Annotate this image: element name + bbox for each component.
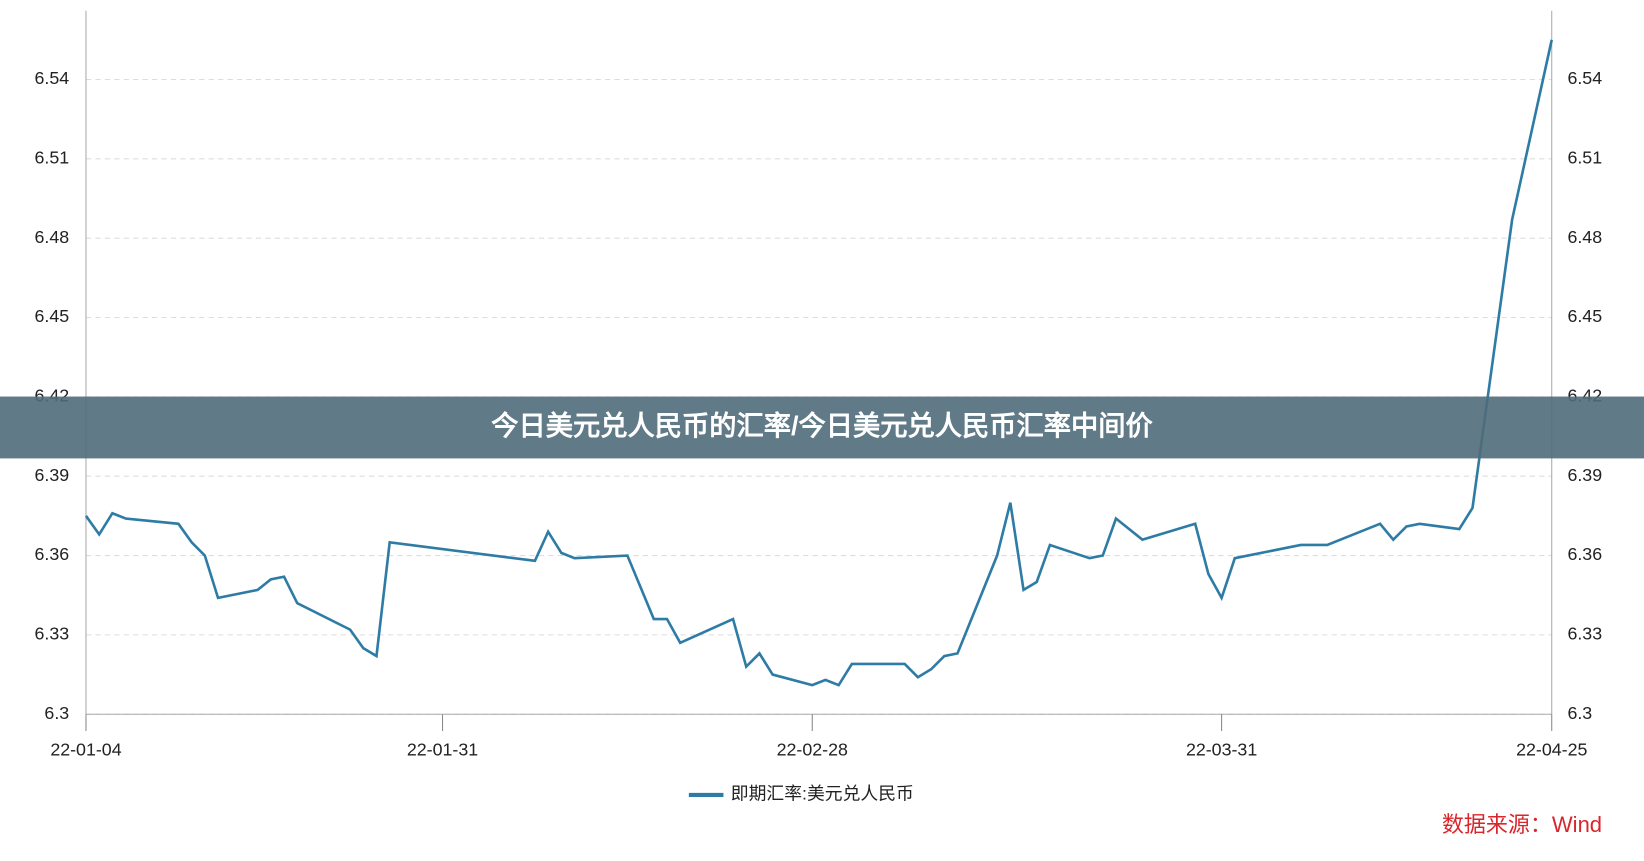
y-tick-label: 6.48 — [35, 227, 70, 247]
y2-tick-label: 6.51 — [1567, 148, 1602, 168]
y2-tick-label: 6.48 — [1567, 227, 1602, 247]
y2-tick-label: 6.54 — [1567, 68, 1602, 88]
x-tick-label: 22-01-31 — [407, 740, 478, 760]
x-tick-label: 22-04-25 — [1516, 740, 1587, 760]
x-tick-label: 22-01-04 — [50, 740, 121, 760]
y2-tick-label: 6.33 — [1567, 624, 1602, 644]
y2-tick-label: 6.3 — [1567, 703, 1592, 723]
line — [84, 39, 1554, 687]
y-tick-label: 6.45 — [35, 306, 70, 326]
legend-label: 即期汇率:美元兑人民币 — [731, 784, 914, 804]
banner-bg — [0, 396, 1644, 459]
y2-tick-label: 6.39 — [1567, 465, 1602, 485]
banner-title: 今日美元兑人民币的汇率/今日美元兑人民币汇率中间价 — [491, 410, 1153, 441]
y-tick-label: 6.54 — [35, 68, 70, 88]
y-tick-label: 6.33 — [35, 624, 70, 644]
y-tick-label: 6.39 — [35, 465, 70, 485]
y2-tick-label: 6.36 — [1567, 544, 1602, 564]
y2-tick-label: 6.45 — [1567, 306, 1602, 326]
source: 数据来源：Wind — [1442, 812, 1602, 837]
y-tick-label: 6.3 — [44, 703, 69, 723]
y-tick-label: 6.51 — [35, 148, 70, 168]
x-tick-label: 22-03-31 — [1186, 740, 1257, 760]
y-tick-label: 6.36 — [35, 544, 70, 564]
x-tick-label: 22-02-28 — [777, 740, 848, 760]
